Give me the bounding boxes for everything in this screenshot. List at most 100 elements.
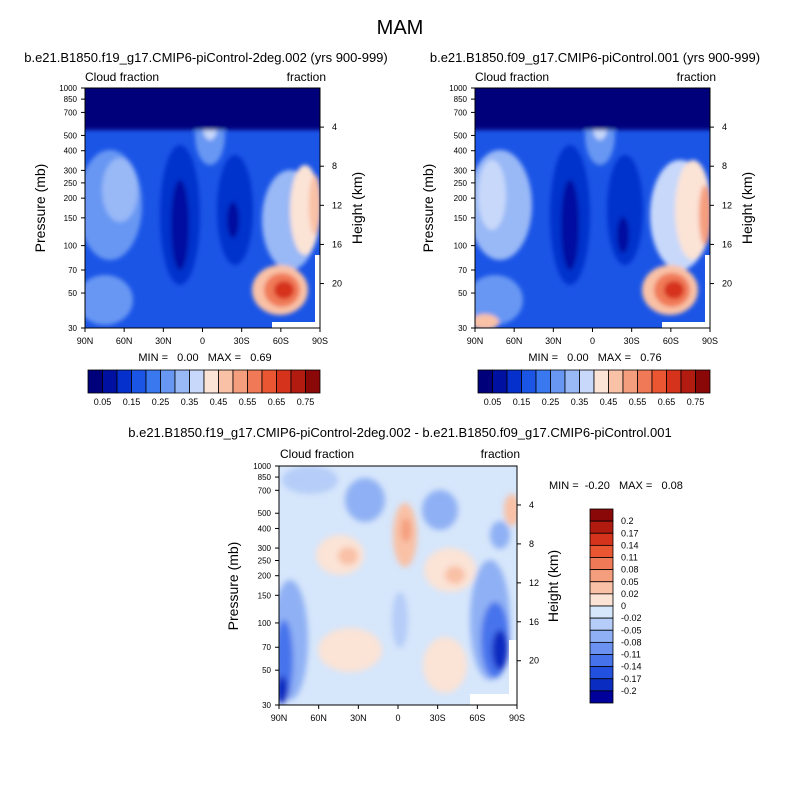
min-max-stats: MIN = 0.00 MAX = 0.69 <box>138 352 271 364</box>
subtropical-dry-south-core <box>617 217 629 253</box>
colorbar-swatch <box>589 581 614 595</box>
y-tick-label: 400 <box>258 524 272 533</box>
pos-anomaly-equator-core <box>401 518 411 542</box>
colorbar-label: 0.17 <box>621 528 639 538</box>
neg-anomaly-south-pole-upper <box>490 521 510 549</box>
missing-data-surface <box>272 322 320 328</box>
colorbar-swatch <box>589 532 614 546</box>
colorbar-label: 0.25 <box>152 397 170 407</box>
contour-field <box>279 466 517 705</box>
colorbar-swatch <box>535 369 551 394</box>
panel-subtitle-left: Cloud fraction <box>475 70 549 84</box>
x-tick-label: 90S <box>702 336 718 346</box>
figure-title: MAM <box>377 17 424 39</box>
colorbar-label: 0.65 <box>268 397 286 407</box>
panel-subtitle-right: fraction <box>481 447 520 461</box>
y-tick-label: 50 <box>458 289 467 298</box>
colorbar-label: 0.75 <box>687 397 705 407</box>
colorbar-swatch <box>666 369 682 394</box>
height-tick-label: 8 <box>529 539 534 549</box>
colorbar-swatch <box>276 369 292 394</box>
subtropical-dry-north-core <box>171 180 189 270</box>
colorbar-swatch <box>102 369 118 394</box>
colorbar-label: 0.55 <box>629 397 647 407</box>
colorbar-swatch <box>579 369 595 394</box>
height-tick-label: 20 <box>529 656 539 666</box>
lower-stratosphere <box>85 88 320 130</box>
midlatitude-cloud-north-core <box>102 158 138 222</box>
x-tick-label: 90S <box>312 336 328 346</box>
colorbar-label: 0 <box>621 601 626 611</box>
x-tick-label: 30S <box>234 336 250 346</box>
y-tick-label: 700 <box>64 108 78 117</box>
colorbar-label: 0.65 <box>658 397 676 407</box>
height-tick-label: 20 <box>332 279 342 289</box>
y-tick-label: 200 <box>454 194 468 203</box>
y-tick-label: 400 <box>454 147 468 156</box>
pressure-axis-label: Pressure (mb) <box>225 542 241 631</box>
colorbar-swatch <box>622 369 638 394</box>
x-tick-label: 0 <box>590 336 595 346</box>
colorbar-label: 0.05 <box>484 397 502 407</box>
y-tick-label: 500 <box>64 131 78 140</box>
colorbar-label: -0.05 <box>621 625 642 635</box>
colorbar-label: -0.14 <box>621 662 642 672</box>
colorbar-swatch <box>589 593 614 607</box>
y-tick-label: 250 <box>64 179 78 188</box>
colorbar-swatch <box>290 369 306 394</box>
pressure-axis-label: Pressure (mb) <box>32 164 48 253</box>
subtropical-dry-south-core <box>227 202 239 238</box>
colorbar-label: 0.05 <box>94 397 112 407</box>
x-tick-label: 30S <box>430 713 446 723</box>
colorbar-swatch <box>174 369 190 394</box>
height-axis-label: Height (km) <box>349 172 365 244</box>
x-tick-label: 60S <box>469 713 485 723</box>
stratocumulus-core <box>274 281 294 299</box>
neg-anomaly-upper-center <box>422 490 458 530</box>
stratocumulus-core <box>664 281 684 299</box>
pressure-axis: 30 50 70 100 150 200 250 300 400 500 700 850 1000 <box>449 84 475 333</box>
panel-title: b.e21.B1850.f09_g17.CMIP6-piControl.001 … <box>430 50 760 65</box>
y-tick-label: 200 <box>258 572 272 581</box>
y-tick-label: 300 <box>64 166 78 175</box>
colorbar-swatch <box>218 369 234 394</box>
y-tick-label: 250 <box>258 556 272 565</box>
y-tick-label: 100 <box>454 242 468 251</box>
y-tick-label: 700 <box>454 108 468 117</box>
x-tick-label: 60N <box>116 336 133 346</box>
missing-data-south-pole <box>705 255 710 328</box>
pos-anomaly-south-pole-upper <box>504 494 517 526</box>
colorbar-swatch <box>477 369 493 394</box>
y-tick-label: 850 <box>64 95 78 104</box>
y-tick-label: 70 <box>262 643 271 652</box>
x-tick-label: 0 <box>395 713 400 723</box>
y-tick-label: 700 <box>258 486 272 495</box>
southern-ocean-cloud-core <box>699 185 710 245</box>
subtropical-dry-north-core <box>561 180 579 270</box>
height-tick-label: 4 <box>332 122 337 132</box>
y-tick-label: 100 <box>258 619 272 628</box>
colorbar-label: 0.35 <box>571 397 589 407</box>
colorbar-swatch <box>589 557 614 571</box>
colorbar-swatch <box>589 666 614 680</box>
y-tick-label: 150 <box>258 591 272 600</box>
colorbar-label: 0.45 <box>600 397 618 407</box>
lower-stratosphere <box>475 88 710 130</box>
colorbar-label: -0.02 <box>621 613 642 623</box>
colorbar-swatch <box>492 369 508 394</box>
min-max-stats: MIN = -0.20 MAX = 0.08 <box>549 480 683 492</box>
colorbar-label: 0.75 <box>297 397 315 407</box>
midlatitude-cloud-north-core <box>478 160 506 230</box>
colorbar-swatch <box>116 369 132 394</box>
panel-difference: b.e21.B1850.f19_g17.CMIP6-piControl-2deg… <box>128 425 683 723</box>
height-axis-label: Height (km) <box>545 550 561 622</box>
height-tick-label: 12 <box>529 578 539 588</box>
height-axis: 20 16 12 8 4 <box>517 500 539 666</box>
panel-subtitle-right: fraction <box>677 70 716 84</box>
colorbar-swatch <box>131 369 147 394</box>
panel-subtitle-left: Cloud fraction <box>85 70 159 84</box>
southern-ocean-cloud-core <box>309 175 320 235</box>
colorbar-swatch <box>608 369 624 394</box>
colorbar-label: -0.17 <box>621 674 642 684</box>
